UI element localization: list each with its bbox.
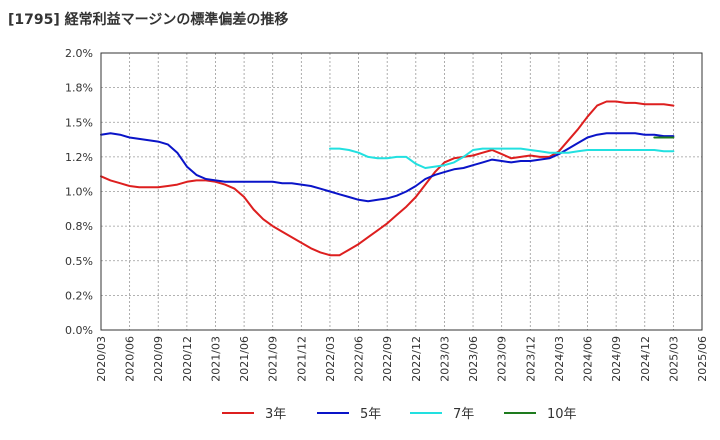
legend-label-4: 10年 (547, 407, 577, 422)
x-tick-label: 2024/09 (610, 336, 623, 382)
x-tick-label: 2021/03 (209, 336, 222, 382)
x-tick-label: 2025/03 (667, 336, 680, 382)
y-tick-label: 2.0% (65, 47, 93, 60)
y-tick-label: 1.2% (65, 151, 93, 164)
x-tick-label: 2021/06 (238, 336, 251, 382)
series-group (100, 100, 675, 257)
y-tick-label: 0.8% (65, 220, 93, 233)
x-tick-label: 2023/09 (496, 336, 509, 382)
x-tick-label: 2020/09 (152, 336, 165, 382)
x-tick-label: 2025/06 (696, 336, 709, 382)
x-tick-label: 2020/12 (181, 336, 194, 382)
x-tick-label: 2022/03 (324, 336, 337, 382)
x-tick-label: 2021/09 (267, 336, 280, 382)
x-tick-label: 2023/12 (524, 336, 537, 382)
plot-border (100, 52, 703, 331)
series-line-2 (100, 132, 675, 203)
y-tick-label: 1.5% (65, 116, 93, 129)
x-tick-label: 2020/06 (124, 336, 137, 382)
legend-label-3: 7年 (453, 407, 474, 422)
x-tick-label: 2022/12 (410, 336, 423, 382)
y-tick-label: 0.5% (65, 255, 93, 268)
chart-title: [1795] 経常利益マージンの標準偏差の推移 (8, 11, 288, 28)
legend-label-1: 3年 (265, 407, 286, 422)
series-line-3 (329, 147, 675, 169)
x-tick-label: 2021/12 (295, 336, 308, 382)
x-tick-label: 2024/06 (582, 336, 595, 382)
y-tick-label: 1.0% (65, 186, 93, 199)
series-line-1 (100, 100, 675, 257)
y-tick-label: 0.2% (65, 289, 93, 302)
x-tick-label: 2024/12 (639, 336, 652, 382)
x-tick-label: 2020/03 (95, 336, 108, 382)
y-tick-label: 0.0% (65, 324, 93, 337)
y-tick-label: 1.8% (65, 82, 93, 95)
x-tick-label: 2023/06 (467, 336, 480, 382)
legend: 3年 5年 7年 10年 (222, 407, 577, 422)
x-tick-label: 2022/06 (353, 336, 366, 382)
y-axis-ticks: 2.0% 1.8% 1.5% 1.2% 1.0% 0.8% 0.5% 0.2% 0.0% (65, 47, 93, 337)
legend-label-2: 5年 (360, 407, 381, 422)
x-tick-label: 2022/09 (381, 336, 394, 382)
x-tick-label: 2023/03 (438, 336, 451, 382)
x-axis-ticks: 2020/03 2020/06 2020/09 2020/12 2021/03 2021/… (95, 336, 709, 382)
x-tick-label: 2024/03 (553, 336, 566, 382)
